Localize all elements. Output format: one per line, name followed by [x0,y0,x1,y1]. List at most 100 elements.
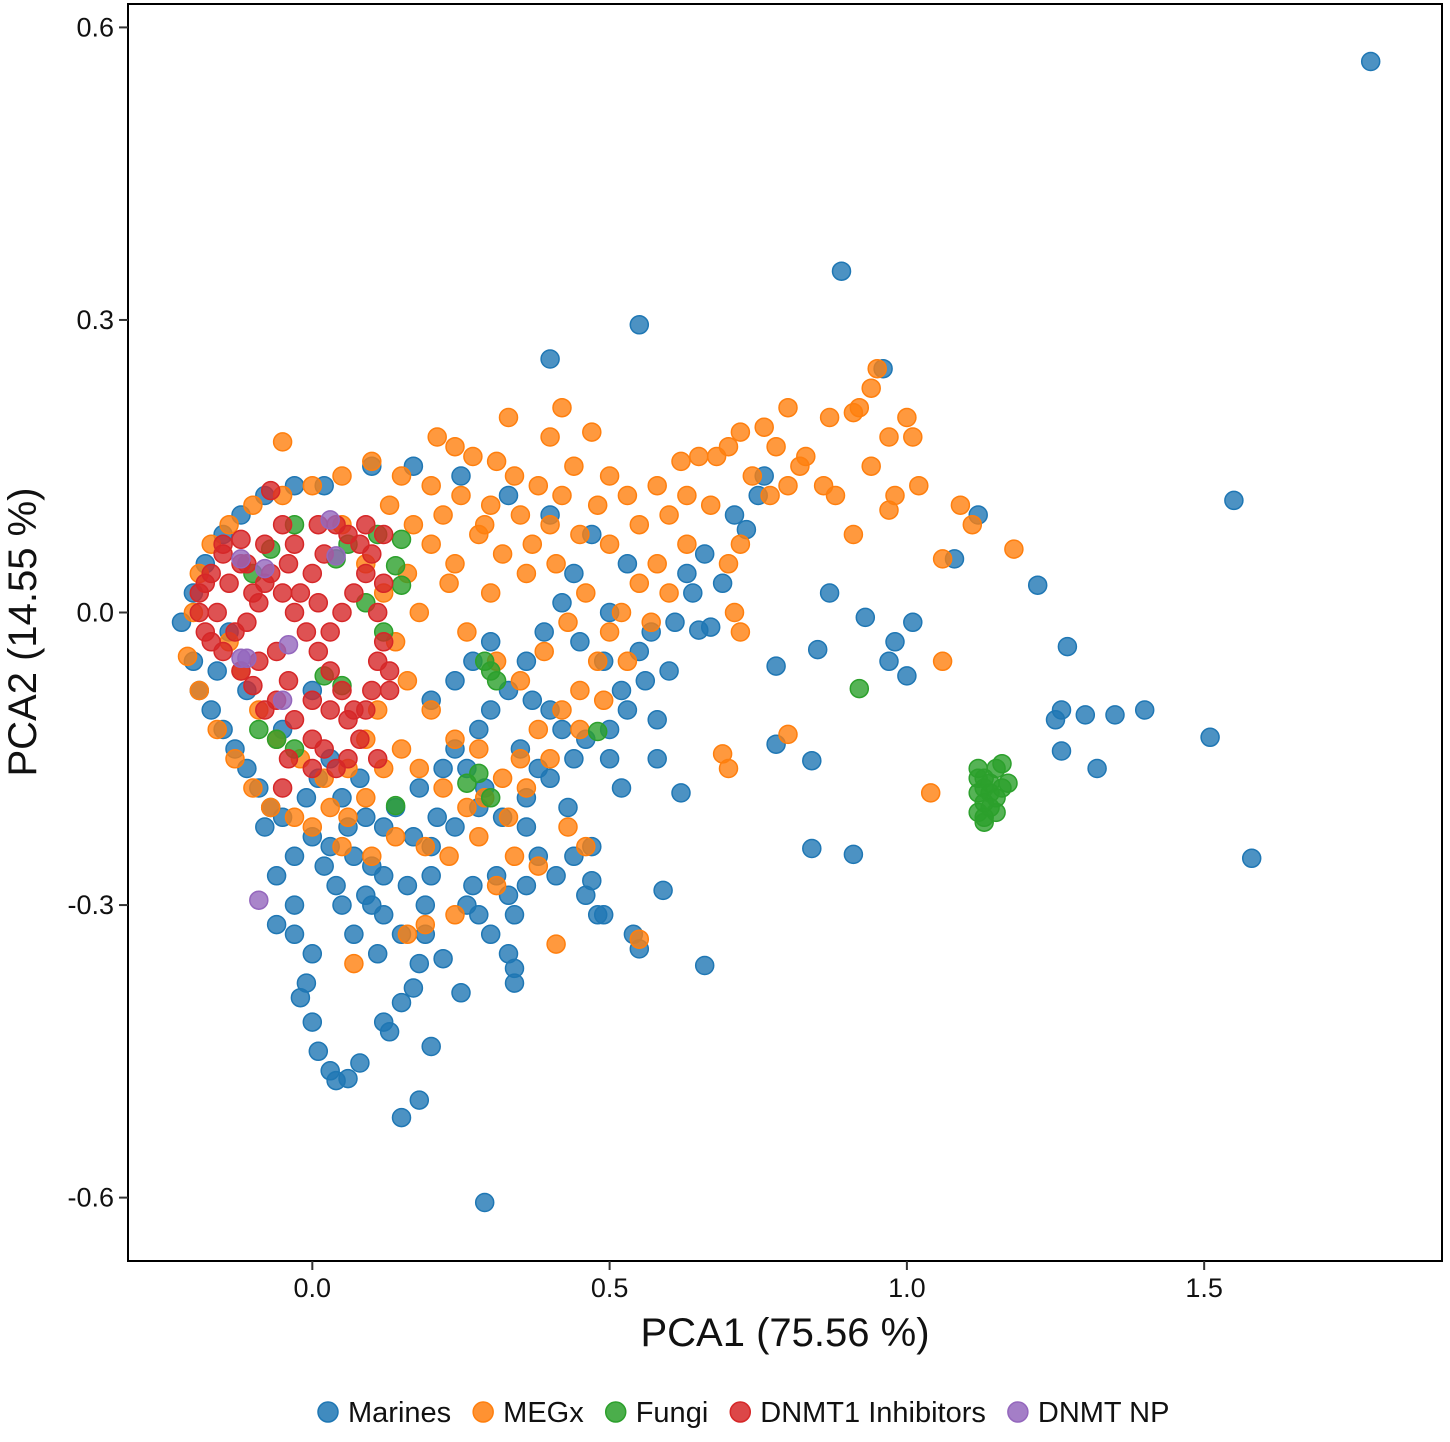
data-point [391,466,412,486]
data-point [403,514,424,535]
data-point [367,749,388,769]
data-point [362,451,382,472]
data-point [629,573,650,594]
data-point [1027,575,1048,595]
data-point [302,690,323,711]
data-point [843,402,864,423]
data-point [391,1107,412,1128]
data-point [302,475,323,496]
data-point [480,495,501,515]
data-point [427,427,447,447]
data-point [843,524,864,545]
data-point [480,700,501,720]
data-point [528,856,549,876]
data-point [344,924,364,945]
data-point [439,846,459,867]
data-point [332,895,352,915]
data-point [362,846,382,867]
data-point [641,612,661,633]
data-points [171,51,1381,1213]
data-point [320,797,340,818]
data-point [498,807,519,828]
data-point [391,739,412,759]
data-point [457,797,477,818]
data-point [504,973,525,993]
data-point [909,475,929,496]
data-point [593,905,614,925]
data-point [855,607,876,628]
data-point [433,948,453,969]
legend-label: MEGx [503,1397,584,1429]
data-point [760,485,780,506]
y-tick-label: 0.0 [76,598,114,628]
data-point [469,739,489,759]
data-point [689,446,709,467]
data-point [546,934,566,954]
data-point [344,583,364,603]
data-point [308,1041,329,1062]
legend-item: DNMT NP [1007,1397,1169,1429]
data-point [397,875,418,896]
data-point [659,505,679,525]
data-point [671,783,691,803]
data-point [504,466,525,486]
data-point [528,719,549,740]
data-point [284,924,305,945]
data-point [219,573,239,594]
data-point [421,700,441,720]
data-point [920,783,941,803]
data-point [480,632,501,652]
data-point [831,261,852,281]
data-point [403,978,424,998]
x-tick-label: 1.5 [1185,1273,1223,1303]
data-point [391,575,412,595]
data-point [730,422,751,442]
data-point [379,661,400,681]
data-point [778,397,798,418]
data-point [463,446,483,467]
data-point [599,534,620,554]
data-point [397,924,418,945]
data-point [629,929,650,949]
data-point [332,680,352,701]
data-point [474,1192,495,1213]
data-point [249,890,269,910]
legend-marker [472,1401,494,1423]
data-point [564,456,584,476]
data-point [445,671,465,691]
data-point [1200,727,1220,748]
data-point [332,836,352,857]
data-point [546,866,566,886]
data-point [593,690,614,711]
data-point [296,622,317,642]
data-point [373,524,394,545]
data-point [694,544,715,564]
data-point [897,666,917,686]
data-point [552,397,572,418]
data-point [677,563,697,584]
x-axis-title: PCA1 (75.56 %) [640,1311,929,1355]
legend-item: DNMT1 Inhibitors [729,1397,986,1429]
data-point [385,795,406,816]
data-point [504,905,525,925]
data-point [439,573,459,594]
data-point [724,505,745,525]
data-point [379,495,400,515]
data-point [611,680,632,701]
data-point [611,602,632,623]
data-point [320,622,340,642]
data-point [463,875,483,896]
data-point [540,427,560,447]
x-tick-label: 0.0 [294,1273,332,1303]
data-point [451,983,471,1003]
data-point [320,700,340,720]
data-point [647,554,667,574]
data-point [457,773,477,793]
data-point [1057,636,1078,657]
data-point [516,875,537,896]
data-point [617,651,638,672]
data-point [290,583,311,603]
data-point [540,349,560,369]
data-point [540,749,560,769]
data-point [617,554,638,574]
